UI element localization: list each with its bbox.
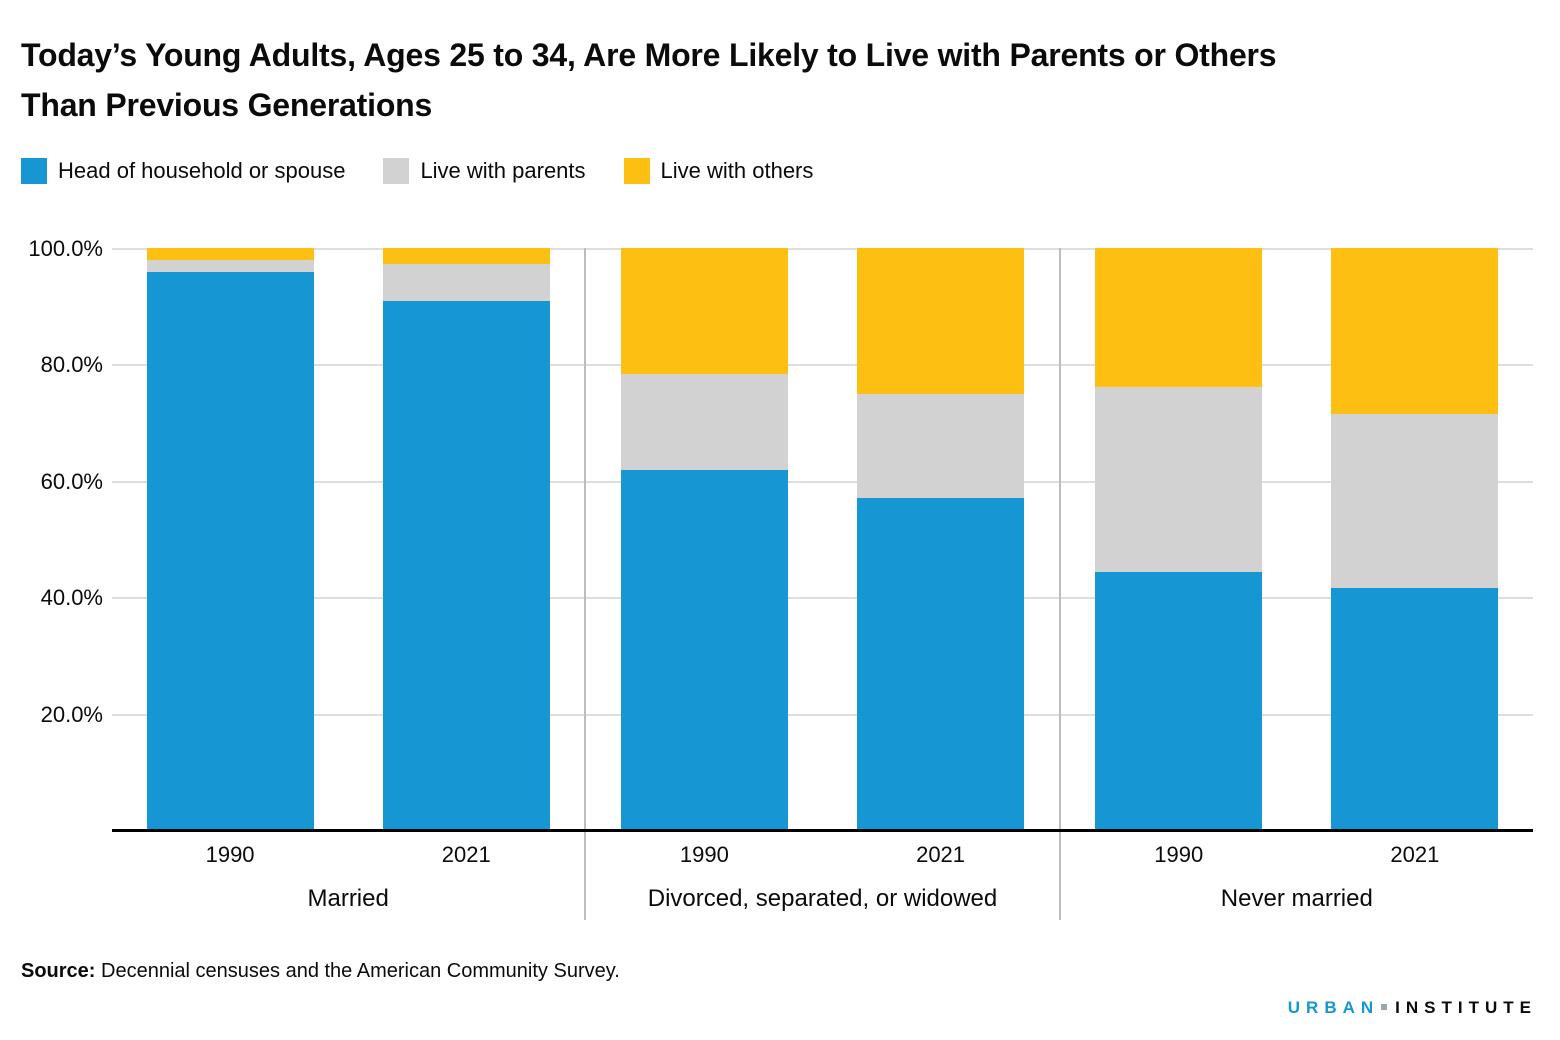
logo-urban: URBAN [1287,998,1380,1017]
stacked-bar [857,248,1025,830]
x-axis-year-label: 1990 [679,842,729,867]
segment-others [382,248,550,265]
x-axis-year-label: 1990 [205,842,255,867]
chart-group: 1990 2021 Divorced, separated, or widowed [584,248,1058,920]
gridline [112,248,1533,250]
legend-swatch-blue-icon [21,158,47,184]
y-axis-tick-label: 80.0% [40,352,103,378]
bars-row [1061,248,1533,830]
bars-row [112,248,584,830]
gridline [112,597,1533,600]
segment-head [620,470,788,830]
y-axis-tick-label: 40.0% [40,585,103,611]
chart-title: Today’s Young Adults, Ages 25 to 34, Are… [21,37,1277,123]
chart-area: 100.0% 80.0% 60.0% 40.0% 20.0% 1990 2021 Marri… [28,236,1533,920]
source-note: Source: Decennial censuses and the Ameri… [21,960,620,983]
group-label: Divorced, separated, or widowed [647,885,998,912]
x-axis-line [112,829,1533,832]
source-label: Source: [21,960,96,982]
logo-dot-icon [1381,1004,1388,1011]
x-axis-year-label: 2021 [441,842,491,867]
stacked-bar [1331,248,1499,830]
gridline [112,480,1533,483]
legend-swatch-gray-icon [383,158,410,184]
gridline [112,713,1533,716]
segment-others [1095,248,1263,388]
chart-group: 1990 2021 Never married [1058,248,1533,920]
legend-item-live-with-others: Live with others [623,158,814,184]
x-axis-year-label: 2021 [1390,842,1440,867]
segment-others [146,248,314,260]
segment-others [620,248,788,375]
years-row: 1990 2021 [1061,842,1533,868]
segment-head [382,300,550,830]
x-axis-year-label: 2021 [916,842,966,867]
grid-layer: 100.0% 80.0% 60.0% 40.0% 20.0% [28,236,1533,830]
legend-item-head-of-household: Head of household or spouse [21,158,345,184]
x-axis-year-label: 1990 [1154,842,1204,867]
segment-parents [857,394,1025,498]
segment-parents [1095,387,1263,572]
segment-head [1095,571,1263,830]
stacked-bar [382,248,550,830]
stacked-bar [146,248,314,830]
legend: Head of household or spouse Live with pa… [21,158,813,184]
chart-groups: 1990 2021 Married 1990 2021 Divorced, separat… [112,248,1533,920]
legend-swatch-yellow-icon [623,158,650,184]
segment-head [857,497,1025,830]
stacked-bar [620,248,788,830]
y-axis-tick-label: 60.0% [40,468,103,494]
legend-label: Live with parents [420,158,586,183]
segment-others [857,248,1025,395]
years-row: 1990 2021 [586,842,1058,868]
stacked-bar [1095,248,1263,830]
legend-label: Head of household or spouse [58,158,346,183]
segment-others [1331,248,1499,414]
chart-group: 1990 2021 Married [112,248,584,920]
segment-parents [146,259,314,273]
logo-institute: INSTITUTE [1395,998,1537,1017]
segment-parents [1331,413,1499,588]
group-label: Never married [1220,885,1373,912]
segment-parents [620,374,788,471]
legend-label: Live with others [660,158,814,183]
bars-row [586,248,1058,830]
segment-head [1331,587,1499,830]
y-axis-tick-label: 20.0% [40,701,103,727]
group-label: Married [307,885,389,912]
years-row: 1990 2021 [112,842,584,868]
segment-parents [382,264,550,301]
y-axis-tick-label: 100.0% [28,236,103,261]
gridline [112,364,1533,367]
segment-head [146,272,314,830]
urban-institute-logo: URBAN INSTITUTE [1288,998,1537,1018]
source-text: Decennial censuses and the American Comm… [95,960,620,982]
legend-item-live-with-parents: Live with parents [383,158,586,184]
